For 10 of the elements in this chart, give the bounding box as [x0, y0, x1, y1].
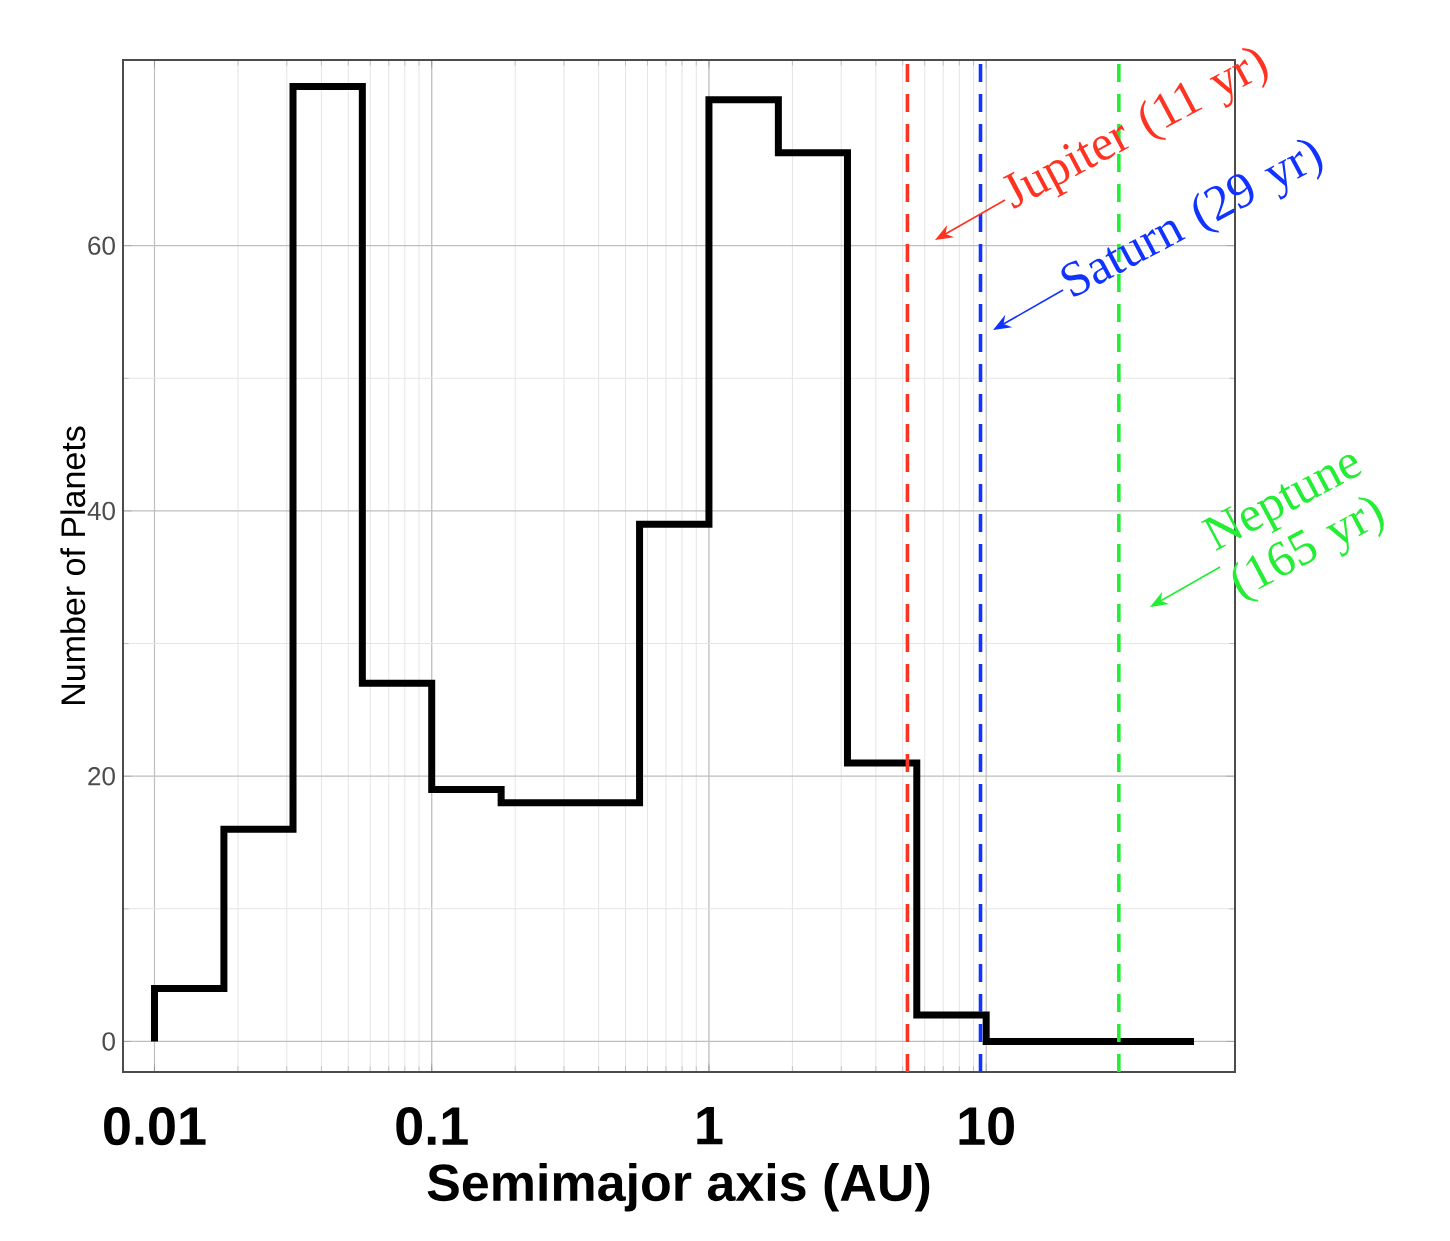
y-tick-label: 60 [88, 236, 115, 255]
y-tick-label: 40 [87, 501, 115, 521]
x-tick-label: 10 [959, 1107, 1014, 1146]
y-axis-title: Number of Planets [60, 426, 86, 704]
x-tick-label: 0.1 [396, 1107, 468, 1146]
x-tick-label: 1 [697, 1107, 723, 1145]
y-tick-label: 20 [88, 766, 115, 786]
y-tick-label: 0 [102, 1032, 115, 1051]
x-tick-label: 0.01 [104, 1107, 206, 1146]
x-axis-title: Semimajor axis (AU) [427, 1163, 930, 1212]
